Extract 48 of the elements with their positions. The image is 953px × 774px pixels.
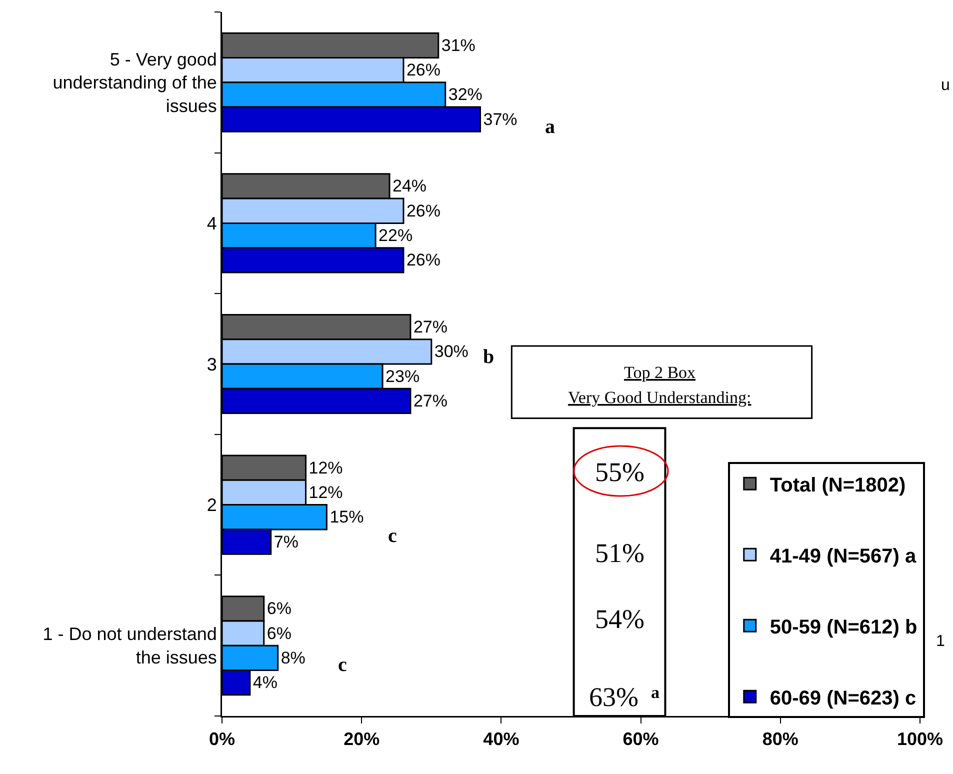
x-tick-label: 0% — [208, 729, 236, 750]
data-label: 6% — [266, 624, 292, 643]
data-label: 7% — [274, 532, 298, 552]
annotation: 63% — [589, 682, 638, 712]
y-tick-label: 5 - Very good understanding of the issues — [52, 49, 217, 116]
annotation: Very Good Understanding: — [568, 388, 752, 407]
y-tick-label: 4 — [206, 214, 217, 234]
text: u — [941, 77, 950, 94]
text: 1 — [936, 633, 945, 650]
annotation: c — [338, 654, 347, 676]
annotation: 55% — [595, 457, 644, 487]
y-tick-label: 2 — [206, 495, 217, 516]
y-tick-label: 1 - Do not understand the issues — [42, 624, 217, 668]
annotation: Top 2 Box — [624, 363, 696, 382]
x-tick-label: 60% — [622, 729, 659, 750]
data-label: 31% — [441, 36, 476, 55]
data-label: 26% — [406, 201, 441, 220]
annotation: a — [651, 683, 660, 702]
y-tick-label: 3 — [206, 354, 217, 374]
legend-label: 60-69 (N=623) c — [770, 687, 916, 710]
legend-label: Total (N=1802) — [770, 474, 906, 496]
data-label: 23% — [386, 366, 420, 386]
data-label: 26% — [406, 250, 441, 270]
data-label: 26% — [406, 60, 441, 80]
annotation: 54% — [595, 604, 644, 634]
annotation: 51% — [595, 538, 644, 568]
data-label: 27% — [413, 318, 448, 337]
legend-label: 41-49 (N=567) a — [770, 545, 917, 568]
annotation: b — [483, 346, 494, 368]
data-label: 22% — [378, 226, 413, 246]
x-tick-label: 40% — [483, 729, 520, 750]
x-tick-label: 100% — [896, 729, 944, 750]
data-label: 15% — [330, 508, 364, 527]
data-label: 30% — [434, 342, 468, 362]
annotation: a — [545, 116, 555, 138]
data-label: 32% — [448, 85, 482, 104]
x-tick-label: 80% — [762, 729, 798, 750]
annotation: c — [388, 525, 397, 547]
data-label: 4% — [252, 673, 278, 692]
data-label: 27% — [413, 391, 448, 410]
legend-label: 50-59 (N=612) b — [770, 616, 918, 638]
data-label: 37% — [483, 110, 518, 129]
data-label: 12% — [308, 458, 343, 478]
data-label: 8% — [280, 648, 306, 668]
data-label: 12% — [308, 482, 343, 502]
data-label: 6% — [266, 599, 292, 618]
data-label: 24% — [392, 176, 427, 196]
x-tick-label: 20% — [344, 729, 380, 750]
